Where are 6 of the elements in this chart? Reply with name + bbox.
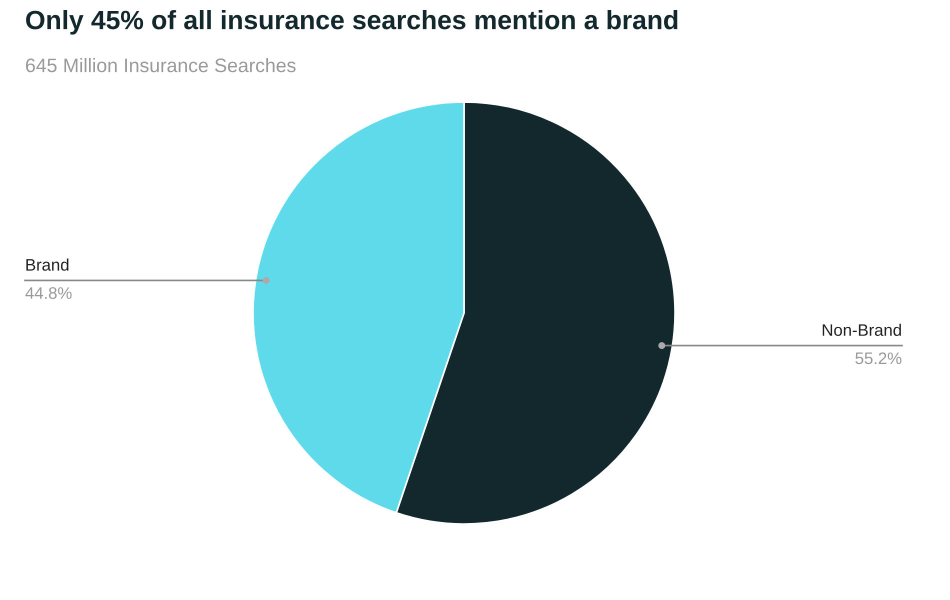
data-label: 55.2% (855, 352, 902, 364)
data-label: 44.8% (25, 287, 72, 299)
chart-title: Only 45% of all insurance searches mention a brand (26, 10, 678, 35)
slice-label: Brand (26, 258, 68, 271)
slice-label: Non-Brand (822, 324, 901, 336)
chart-subtitle: 645 Million Insurance Searches (26, 58, 296, 72)
